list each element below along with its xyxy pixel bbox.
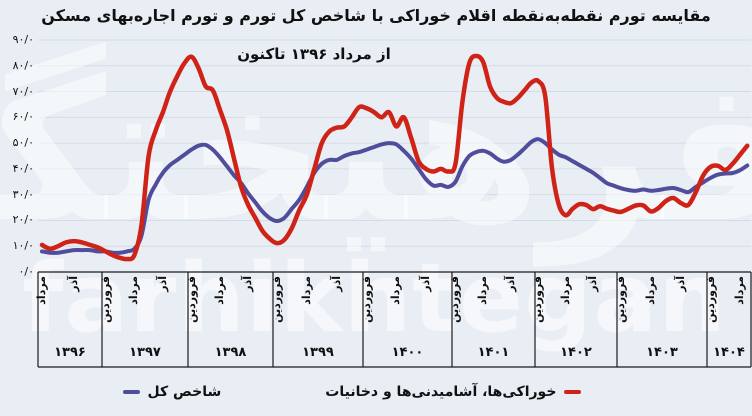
legend-label-total-index: شاخص کل (147, 384, 222, 400)
month-tick-label: فروردین (703, 276, 717, 323)
series-line-food (39, 53, 750, 262)
month-tick-label: آذر (586, 276, 600, 292)
chart-subtitle: از مرداد ۱۳۹۶ تاکنون (237, 45, 391, 63)
month-tick-label: فروردین (184, 276, 198, 323)
year-label: ۱۴۰۰ (391, 345, 424, 360)
month-tick-label: فروردین (531, 276, 545, 323)
year-label: ۱۴۰۱ (477, 345, 510, 360)
month-tick-label: فروردین (269, 276, 283, 323)
month-tick-label: فروردین (448, 276, 462, 323)
month-tick-label: فروردین (98, 276, 112, 323)
month-tick-label: فروردین (359, 276, 373, 323)
month-tick-label: مرداد (558, 276, 572, 305)
watermark-farsi: فرهیختگان (0, 38, 752, 265)
legend-item-total: شاخص کل (122, 384, 222, 400)
month-tick-label: آذر (155, 276, 169, 292)
year-label: ۱۳۹۷ (129, 345, 161, 360)
chart-legend: شاخص کل خوراکی‌ها، آشامیدنی‌ها و دخانیات (0, 384, 728, 400)
month-tick-label: مرداد (476, 276, 490, 305)
y-axis-tick-label: ۸۰/۰ (12, 58, 34, 72)
month-tick-label: آذر (673, 276, 687, 292)
y-axis-tick-label: ۳۰/۰ (12, 187, 34, 201)
year-label: ۱۴۰۴ (713, 345, 745, 360)
y-axis-tick-label: ۲۰/۰ (12, 213, 34, 227)
y-axis-tick-label: ۵۰/۰ (12, 136, 34, 150)
chart-title: مقایسه تورم نقطه‌به‌نقطه اقلام خوراکی با… (41, 6, 711, 25)
legend-dash-food (564, 390, 582, 394)
y-axis-tick-label: ۶۰/۰ (12, 110, 34, 124)
month-tick-label: مرداد (389, 276, 403, 305)
legend-label-food: خوراکی‌ها، آشامیدنی‌ها و دخانیات (325, 384, 557, 400)
month-tick-label: فروردین (613, 276, 627, 323)
legend-dash-total-index (122, 390, 140, 394)
year-label: ۱۴۰۳ (646, 345, 678, 360)
year-label: ۱۳۹۹ (302, 345, 334, 360)
month-tick-label: آذر (329, 276, 343, 292)
month-tick-label: مرداد (127, 276, 141, 305)
year-label: ۱۳۹۶ (54, 345, 86, 360)
year-label: ۱۳۹۸ (214, 345, 247, 360)
month-tick-label: آذر (241, 276, 255, 292)
y-axis-tick-label: ۷۰/۰ (12, 84, 34, 98)
month-tick-label: مرداد (212, 276, 226, 305)
month-tick-label: مرداد (299, 276, 313, 305)
legend-item-food: خوراکی‌ها، آشامیدنی‌ها و دخانیات (325, 384, 582, 400)
y-axis-tick-label: ۹۰/۰ (12, 33, 34, 46)
y-axis-tick-label: ۰/۰ (18, 265, 34, 278)
month-tick-label: آذر (503, 276, 517, 292)
month-tick-label: آذر (67, 276, 80, 292)
month-tick-label: مرداد (733, 276, 746, 305)
year-label: ۱۴۰۲ (560, 345, 592, 360)
y-axis-tick-label: ۴۰/۰ (12, 161, 34, 175)
month-tick-label: مرداد (643, 276, 657, 305)
month-tick-label: مرداد (35, 276, 48, 305)
series-line-total-index (40, 137, 750, 255)
y-axis-tick-label: ۱۰/۰ (12, 239, 34, 253)
month-tick-label: آذر (419, 276, 433, 292)
